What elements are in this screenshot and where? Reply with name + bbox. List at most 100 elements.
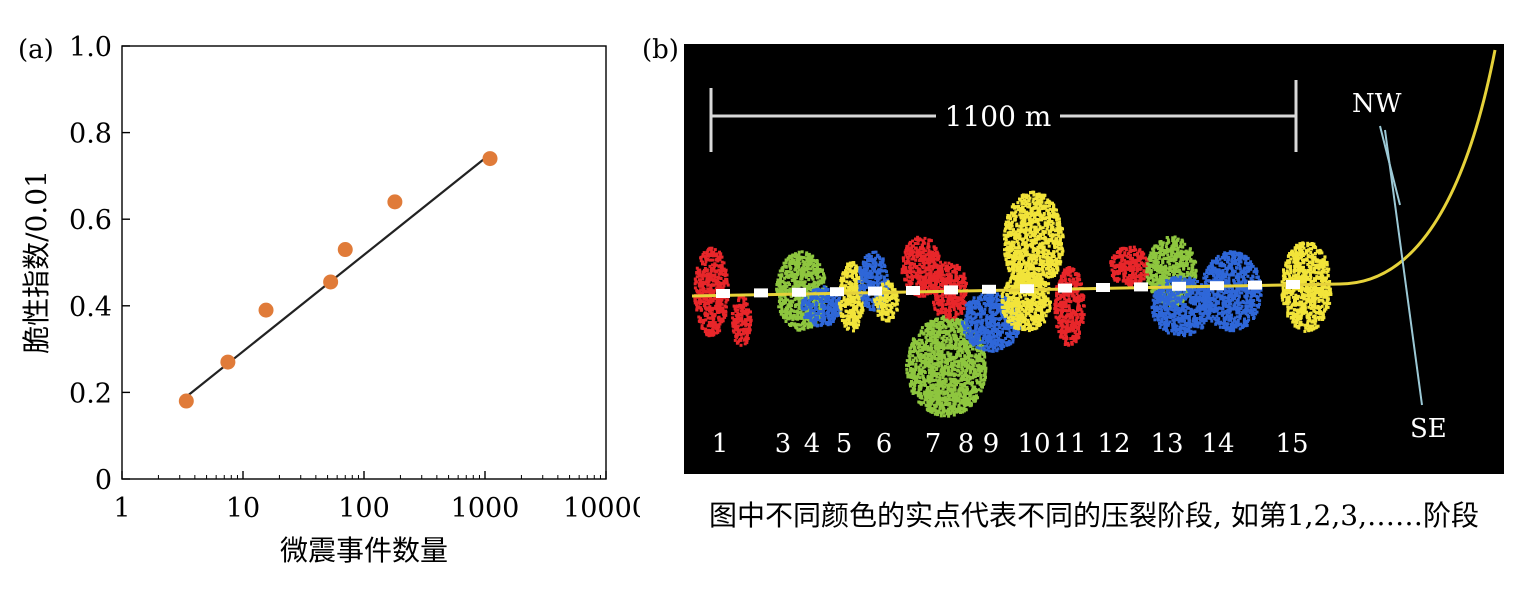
- event-dot: [720, 264, 724, 267]
- event-dot: [965, 321, 969, 325]
- event-dot: [957, 373, 961, 377]
- event-dot: [946, 357, 950, 361]
- event-dot: [952, 270, 956, 274]
- event-dot: [736, 304, 740, 308]
- event-dot: [818, 314, 822, 318]
- event-dot: [949, 280, 953, 284]
- event-dot: [921, 257, 925, 261]
- event-dot: [911, 262, 915, 266]
- event-dot: [694, 300, 698, 304]
- event-dot: [914, 271, 918, 275]
- event-dot: [863, 256, 867, 259]
- event-dot: [960, 363, 964, 367]
- event-dot: [935, 319, 939, 323]
- event-dot: [713, 273, 717, 277]
- event-dot: [943, 398, 947, 402]
- event-dot: [958, 307, 962, 311]
- event-dot: [953, 343, 957, 347]
- event-dot: [950, 380, 954, 384]
- event-dot: [876, 254, 880, 257]
- event-dot: [914, 362, 918, 366]
- event-dot: [742, 328, 746, 332]
- event-dot: [999, 344, 1002, 348]
- event-dot: [958, 265, 962, 269]
- event-dot: [848, 268, 852, 272]
- event-dot: [965, 388, 969, 392]
- event-dot: [807, 297, 811, 301]
- event-dot: [905, 259, 909, 263]
- event-dot: [922, 331, 926, 335]
- event-dot: [961, 322, 964, 326]
- event-dot: [1000, 302, 1004, 306]
- event-dot: [722, 311, 726, 314]
- event-dot: [697, 282, 701, 286]
- event-dot: [886, 312, 890, 316]
- event-dot: [739, 333, 743, 336]
- event-dot: [933, 271, 937, 275]
- event-dot: [857, 280, 861, 283]
- event-dot: [956, 350, 960, 354]
- event-dot: [811, 265, 815, 269]
- event-dot: [954, 340, 958, 344]
- event-dot: [812, 270, 816, 274]
- event-dot: [790, 257, 794, 261]
- event-dot: [939, 325, 943, 329]
- event-dot: [800, 250, 804, 254]
- event-dot: [948, 341, 952, 345]
- event-dot: [697, 269, 701, 272]
- event-dot: [979, 307, 983, 311]
- event-dot: [1009, 332, 1013, 336]
- event-dot: [912, 255, 915, 259]
- event-dot: [968, 324, 972, 328]
- event-dot: [979, 376, 983, 380]
- event-dot: [803, 307, 807, 311]
- event-dot: [976, 354, 980, 358]
- event-dot: [981, 346, 985, 350]
- event-dot: [745, 338, 749, 342]
- event-dot: [902, 259, 905, 263]
- event-dot: [880, 297, 884, 301]
- event-dot: [876, 305, 880, 309]
- event-dot: [721, 309, 725, 312]
- event-dot: [867, 305, 871, 309]
- event-dot: [715, 301, 719, 305]
- event-dot: [736, 333, 740, 336]
- event-dot: [742, 322, 746, 326]
- event-dot: [878, 261, 882, 264]
- event-dot: [777, 273, 781, 277]
- event-dot: [883, 305, 887, 309]
- event-dot: [929, 352, 933, 356]
- event-dot: [824, 289, 827, 293]
- event-dot: [948, 406, 952, 410]
- event-dot: [946, 387, 950, 391]
- event-dot: [807, 319, 811, 323]
- event-dot: [930, 284, 934, 288]
- event-dot: [953, 299, 957, 303]
- event-dot: [953, 381, 957, 384]
- event-dot: [699, 308, 703, 312]
- event-dot: [975, 394, 978, 398]
- event-dot: [959, 359, 963, 363]
- event-dot: [701, 290, 705, 294]
- event-dot: [857, 297, 861, 301]
- event-dot: [740, 306, 744, 310]
- event-dot: [705, 278, 709, 282]
- event-dot: [725, 273, 729, 277]
- event-dot: [706, 324, 710, 328]
- event-dot: [968, 327, 972, 331]
- event-dot: [745, 331, 748, 334]
- event-dot: [918, 376, 922, 380]
- event-dot: [863, 276, 867, 280]
- event-dot: [784, 275, 788, 279]
- event-dot: [908, 263, 912, 267]
- event-dot: [810, 323, 814, 327]
- event-dot: [789, 316, 793, 320]
- event-dot: [955, 364, 959, 368]
- event-dot: [973, 385, 977, 389]
- event-dot: [790, 273, 794, 277]
- x-tick-label: 1: [113, 493, 130, 524]
- event-dot: [844, 301, 848, 305]
- event-dot: [869, 282, 873, 286]
- event-dot: [744, 303, 748, 307]
- event-dot: [693, 286, 697, 290]
